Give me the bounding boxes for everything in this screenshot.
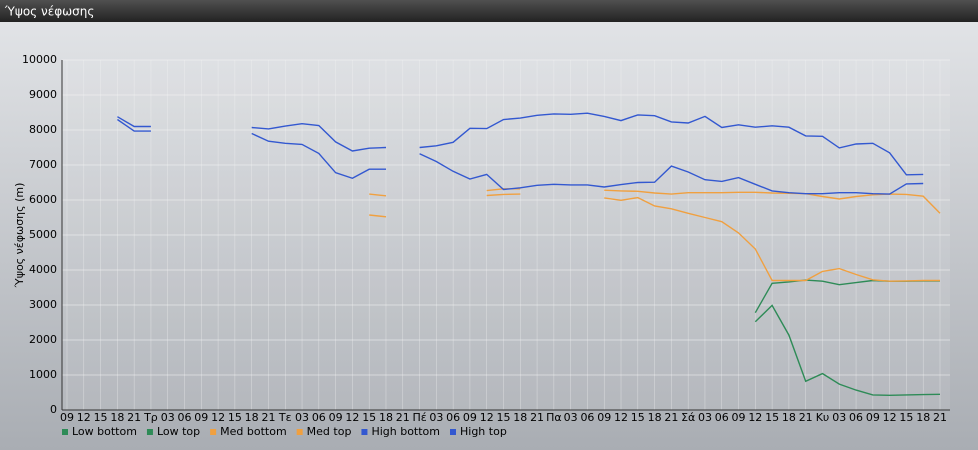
y-tick-label: 10000 xyxy=(22,53,57,66)
legend-swatch xyxy=(296,429,303,435)
x-tick-label: 18 xyxy=(110,411,124,424)
x-tick-label: 09 xyxy=(732,411,746,424)
legend-swatch xyxy=(210,429,217,435)
x-tick-label: 09 xyxy=(597,411,611,424)
x-tick-label: 21 xyxy=(396,411,410,424)
x-tick-label: 06 xyxy=(446,411,460,424)
x-tick-label: 06 xyxy=(178,411,192,424)
x-tick-label: 21 xyxy=(530,411,544,424)
x-tick-label: 21 xyxy=(664,411,678,424)
title-bar xyxy=(0,0,978,22)
x-tick-label: 15 xyxy=(899,411,913,424)
x-tick-label: Πέ xyxy=(412,411,426,424)
legend-label: Med bottom xyxy=(220,425,287,438)
x-tick-label: 09 xyxy=(866,411,880,424)
series-line xyxy=(117,118,924,195)
y-tick-label: 6000 xyxy=(29,193,57,206)
series-line xyxy=(117,112,924,176)
x-tick-label: 09 xyxy=(329,411,343,424)
x-tick-label: 21 xyxy=(127,411,141,424)
x-tick-label: Σά xyxy=(681,411,695,424)
x-tick-label: 15 xyxy=(765,411,779,424)
x-tick-label: 12 xyxy=(480,411,494,424)
x-tick-label: 03 xyxy=(161,411,175,424)
legend-swatch xyxy=(62,429,68,435)
y-tick-label: 7000 xyxy=(29,158,57,171)
y-tick-label: 0 xyxy=(50,403,57,416)
x-tick-label: 06 xyxy=(580,411,594,424)
legend-label: High top xyxy=(460,425,507,438)
x-tick-label: 15 xyxy=(94,411,108,424)
x-tick-label: 03 xyxy=(429,411,443,424)
x-tick-label: 18 xyxy=(648,411,662,424)
x-tick-label: Τρ xyxy=(143,411,158,424)
x-tick-label: 12 xyxy=(883,411,897,424)
x-tick-label: 03 xyxy=(295,411,309,424)
x-tick-label: 21 xyxy=(933,411,947,424)
x-tick-label: 15 xyxy=(631,411,645,424)
y-tick-label: 1000 xyxy=(29,368,57,381)
x-tick-label: 09 xyxy=(194,411,208,424)
series-line xyxy=(754,304,941,397)
y-tick-label: 5000 xyxy=(29,228,57,241)
x-tick-label: 03 xyxy=(698,411,712,424)
x-tick-label: 06 xyxy=(715,411,729,424)
y-tick-label: 3000 xyxy=(29,298,57,311)
x-tick-label: 18 xyxy=(782,411,796,424)
x-tick-label: 06 xyxy=(849,411,863,424)
x-tick-label: 15 xyxy=(362,411,376,424)
x-tick-label: 12 xyxy=(211,411,225,424)
series-line xyxy=(369,193,940,282)
x-tick-label: 21 xyxy=(799,411,813,424)
legend-label: Med top xyxy=(307,425,352,438)
x-tick-label: 12 xyxy=(614,411,628,424)
y-tick-label: 9000 xyxy=(29,88,57,101)
chart-title: Ύψος νέφωσης xyxy=(4,5,94,19)
x-tick-label: 03 xyxy=(832,411,846,424)
x-tick-label: 09 xyxy=(463,411,477,424)
x-tick-label: Πα xyxy=(546,411,562,424)
x-tick-label: 12 xyxy=(77,411,91,424)
y-tick-label: 8000 xyxy=(29,123,57,136)
x-tick-label: 06 xyxy=(312,411,326,424)
x-tick-label: 18 xyxy=(513,411,527,424)
x-tick-label: 18 xyxy=(379,411,393,424)
y-tick-label: 4000 xyxy=(29,263,57,276)
legend-label: Low top xyxy=(157,425,200,438)
legend-swatch xyxy=(450,429,456,435)
x-tick-label: 18 xyxy=(245,411,259,424)
x-tick-label: 09 xyxy=(60,411,74,424)
x-tick-label: 03 xyxy=(564,411,578,424)
x-tick-label: Κυ xyxy=(816,411,830,424)
legend-label: Low bottom xyxy=(72,425,137,438)
legend-swatch xyxy=(361,429,368,435)
x-tick-label: 21 xyxy=(261,411,275,424)
legend-label: High bottom xyxy=(371,425,440,438)
y-tick-label: 2000 xyxy=(29,333,57,346)
x-tick-label: 12 xyxy=(345,411,359,424)
y-axis-title: Ύψος νέφωσης (m) xyxy=(13,183,26,289)
x-tick-label: Τε xyxy=(278,411,292,424)
x-tick-label: 12 xyxy=(748,411,762,424)
x-tick-label: 15 xyxy=(228,411,242,424)
legend-swatch xyxy=(146,429,153,435)
x-tick-label: 15 xyxy=(497,411,511,424)
x-tick-label: 18 xyxy=(916,411,930,424)
